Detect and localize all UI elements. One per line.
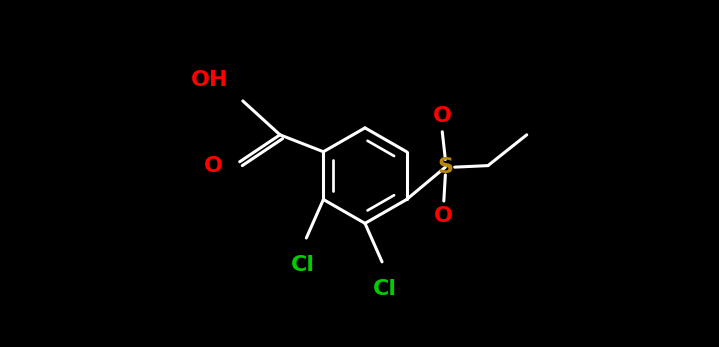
Text: OH: OH <box>191 70 229 90</box>
Text: Cl: Cl <box>373 279 397 299</box>
Text: O: O <box>434 206 453 227</box>
Text: S: S <box>437 157 454 177</box>
Text: O: O <box>433 106 452 126</box>
Text: O: O <box>203 156 223 176</box>
Text: Cl: Cl <box>291 255 315 275</box>
